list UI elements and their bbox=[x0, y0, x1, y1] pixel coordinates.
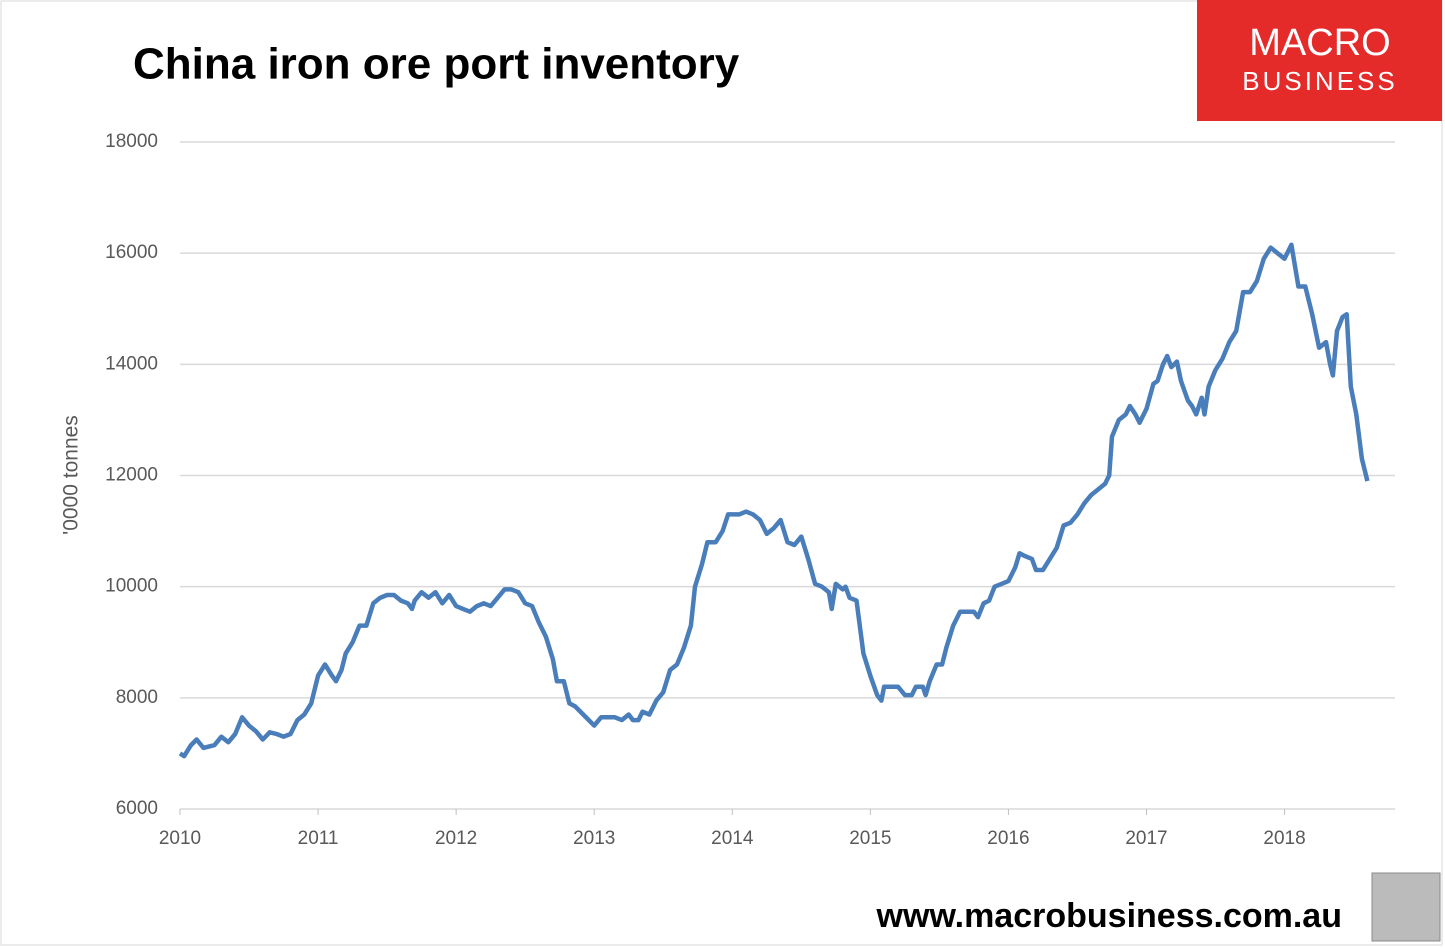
x-tick-label: 2018 bbox=[1263, 828, 1305, 849]
x-tick-label: 2010 bbox=[159, 828, 201, 849]
y-tick-label: 8000 bbox=[116, 687, 158, 708]
logo-bottom: BUSINESS bbox=[1242, 66, 1398, 96]
y-tick-label: 6000 bbox=[116, 798, 158, 819]
x-tick-label: 2013 bbox=[573, 828, 615, 849]
y-tick-label: 14000 bbox=[105, 353, 158, 374]
y-tick-label: 10000 bbox=[105, 576, 158, 597]
data-line bbox=[178, 242, 1370, 759]
y-axis-label: '0000 tonnes bbox=[60, 415, 83, 535]
y-tick-label: 18000 bbox=[105, 131, 158, 152]
chart-title: China iron ore port inventory bbox=[133, 40, 740, 89]
logo-top: MACRO bbox=[1249, 22, 1390, 64]
footer: www.macrobusiness.com.au bbox=[876, 897, 1342, 935]
y-tick-label: 16000 bbox=[105, 242, 158, 263]
logo bbox=[1197, 0, 1442, 121]
x-tick-label: 2015 bbox=[849, 828, 891, 849]
fox-icon bbox=[1371, 872, 1441, 942]
x-tick-label: 2017 bbox=[1125, 828, 1167, 849]
y-tick-label: 12000 bbox=[105, 465, 158, 486]
x-tick-label: 2014 bbox=[711, 828, 754, 849]
x-tick-label: 2016 bbox=[987, 828, 1029, 849]
x-tick-label: 2012 bbox=[435, 828, 477, 849]
x-tick-label: 2011 bbox=[298, 828, 339, 849]
